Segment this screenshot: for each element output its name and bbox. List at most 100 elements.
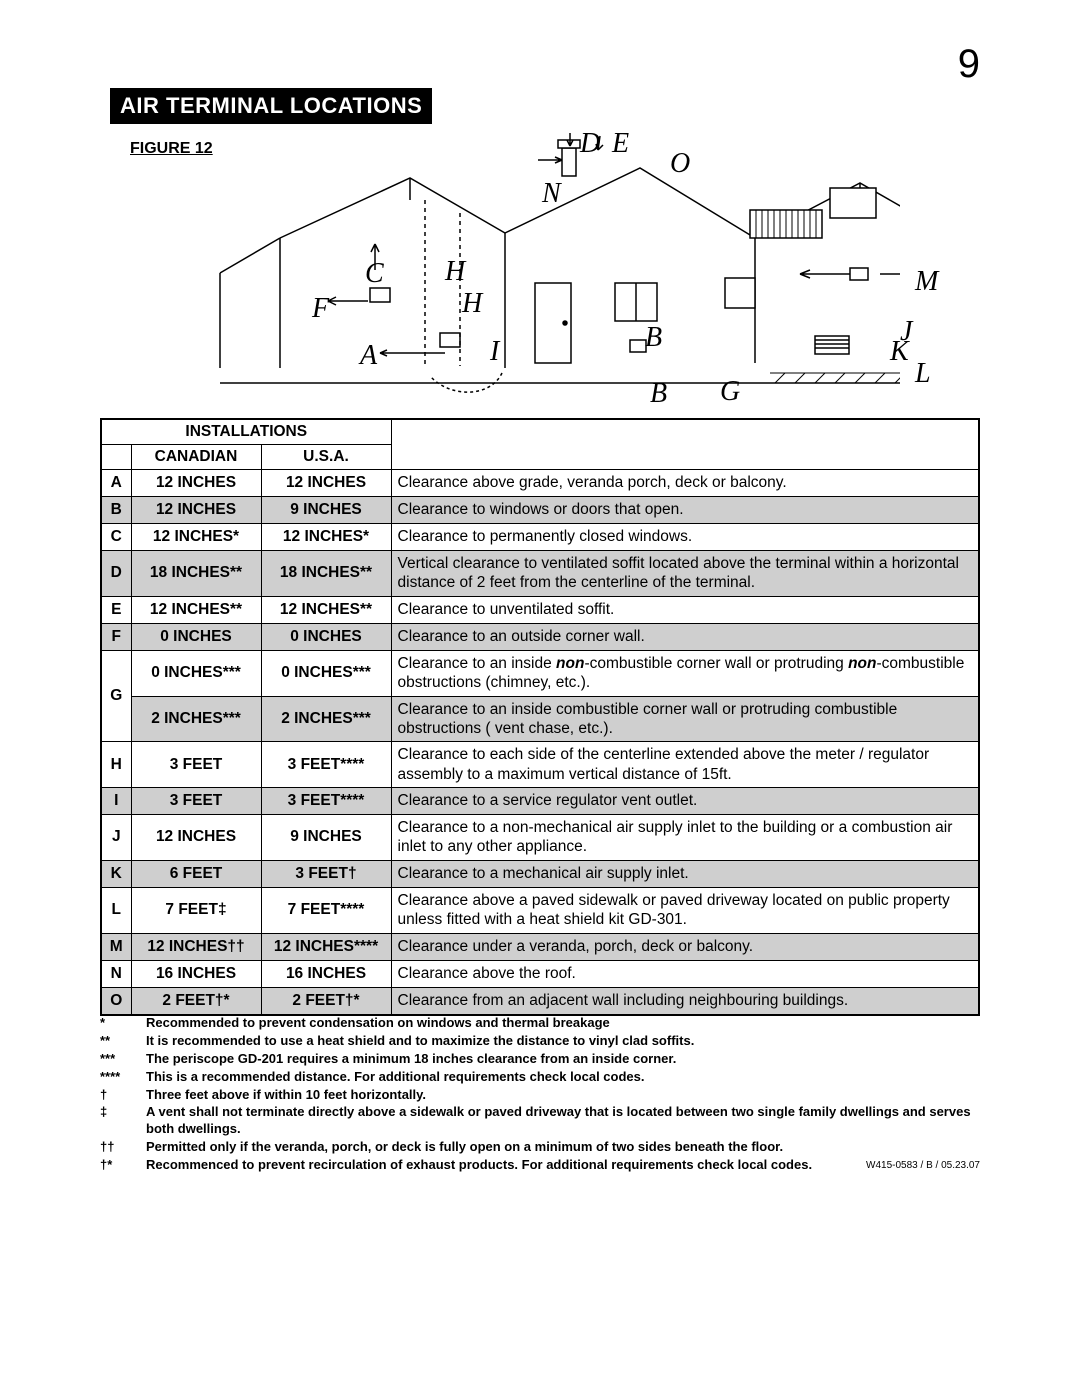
table-row: J12 INCHES9 INCHESClearance to a non-mec… — [101, 815, 979, 861]
row-letter: A — [101, 470, 131, 497]
row-usa: 12 INCHES* — [261, 524, 391, 551]
table-row: L7 FEET‡7 FEET****Clearance above a pave… — [101, 887, 979, 933]
diag-label-B: B — [645, 322, 662, 354]
row-letter: K — [101, 860, 131, 887]
table-row: D18 INCHES**18 INCHES**Vertical clearanc… — [101, 551, 979, 597]
row-description: Clearance to permanently closed windows. — [391, 524, 979, 551]
row-canadian: 18 INCHES** — [131, 551, 261, 597]
diag-label-N: N — [542, 178, 561, 210]
footnote: ***The periscope GD-201 requires a minim… — [100, 1051, 980, 1068]
doc-number: W415-0583 / B / 05.23.07 — [866, 1160, 980, 1171]
row-usa: 0 INCHES — [261, 623, 391, 650]
row-usa: 2 FEET†* — [261, 987, 391, 1015]
row-letter: G — [101, 650, 131, 742]
row-canadian: 0 INCHES — [131, 623, 261, 650]
hdr-canadian: CANADIAN — [131, 445, 261, 470]
footnote: †*Recommenced to prevent recirculation o… — [100, 1157, 980, 1174]
footnote-mark: †* — [100, 1157, 146, 1174]
hdr-usa: U.S.A. — [261, 445, 391, 470]
table-row: N16 INCHES16 INCHESClearance above the r… — [101, 960, 979, 987]
row-canadian: 7 FEET‡ — [131, 887, 261, 933]
row-canadian: 12 INCHES** — [131, 596, 261, 623]
row-description: Clearance above the roof. — [391, 960, 979, 987]
footnote: ‡A vent shall not terminate directly abo… — [100, 1104, 980, 1138]
footnote: ††Permitted only if the veranda, porch, … — [100, 1139, 980, 1156]
footnote: †Three feet above if within 10 feet hori… — [100, 1087, 980, 1104]
house-diagram: D E O N C H F H A I B B G M J K L — [160, 118, 900, 418]
table-row: K6 FEET3 FEET†Clearance to a mechanical … — [101, 860, 979, 887]
row-usa: 9 INCHES — [261, 815, 391, 861]
row-description: Clearance to a service regulator vent ou… — [391, 788, 979, 815]
table-row: G0 INCHES***0 INCHES***Clearance to an i… — [101, 650, 979, 696]
footnote-text: Recommenced to prevent recirculation of … — [146, 1157, 980, 1174]
footnotes: *Recommended to prevent condensation on … — [100, 1015, 980, 1175]
row-canadian: 16 INCHES — [131, 960, 261, 987]
diag-label-C: C — [365, 258, 384, 290]
footnote-text: A vent shall not terminate directly abov… — [146, 1104, 980, 1138]
row-usa: 3 FEET**** — [261, 742, 391, 788]
footnote-text: It is recommended to use a heat shield a… — [146, 1033, 980, 1050]
row-usa: 0 INCHES*** — [261, 650, 391, 696]
table-row: M12 INCHES††12 INCHES****Clearance under… — [101, 933, 979, 960]
footnote-mark: †† — [100, 1139, 146, 1156]
diag-label-D: D — [580, 128, 600, 160]
row-description: Clearance above grade, veranda porch, de… — [391, 470, 979, 497]
footnote-text: Permitted only if the veranda, porch, or… — [146, 1139, 980, 1156]
row-usa: 3 FEET**** — [261, 788, 391, 815]
footnote-text: Recommended to prevent condensation on w… — [146, 1015, 980, 1032]
footnote-text: The periscope GD-201 requires a minimum … — [146, 1051, 980, 1068]
diag-label-F: F — [312, 293, 329, 325]
row-canadian: 12 INCHES — [131, 815, 261, 861]
row-letter: J — [101, 815, 131, 861]
footnote-text: Three feet above if within 10 feet horiz… — [146, 1087, 980, 1104]
diag-label-A: A — [360, 340, 377, 372]
table-row: E12 INCHES**12 INCHES**Clearance to unve… — [101, 596, 979, 623]
row-description: Clearance to a non-mechanical air supply… — [391, 815, 979, 861]
row-letter: H — [101, 742, 131, 788]
footnote: **It is recommended to use a heat shield… — [100, 1033, 980, 1050]
row-description: Clearance to a mechanical air supply inl… — [391, 860, 979, 887]
row-canadian: 3 FEET — [131, 788, 261, 815]
row-canadian: 12 INCHES — [131, 497, 261, 524]
row-usa: 7 FEET**** — [261, 887, 391, 933]
row-canadian: 2 FEET†* — [131, 987, 261, 1015]
footnote-mark: * — [100, 1015, 146, 1032]
table-row: 2 INCHES***2 INCHES***Clearance to an in… — [101, 696, 979, 742]
footnote-text: This is a recommended distance. For addi… — [146, 1069, 980, 1086]
row-letter: B — [101, 497, 131, 524]
diag-label-H: H — [445, 256, 465, 288]
diag-label-B2: B — [650, 378, 667, 410]
row-description: Vertical clearance to ventilated soffit … — [391, 551, 979, 597]
diag-label-M: M — [915, 266, 938, 298]
row-letter: C — [101, 524, 131, 551]
row-letter: E — [101, 596, 131, 623]
diag-label-E: E — [612, 128, 629, 160]
row-canadian: 6 FEET — [131, 860, 261, 887]
row-description: Clearance to an inside non-combustible c… — [391, 650, 979, 696]
row-letter: I — [101, 788, 131, 815]
row-description: Clearance from an adjacent wall includin… — [391, 987, 979, 1015]
row-letter: D — [101, 551, 131, 597]
row-letter: N — [101, 960, 131, 987]
row-canadian: 0 INCHES*** — [131, 650, 261, 696]
row-canadian: 3 FEET — [131, 742, 261, 788]
footnote-mark: *** — [100, 1051, 146, 1068]
row-description: Clearance under a veranda, porch, deck o… — [391, 933, 979, 960]
footnote-mark: ** — [100, 1033, 146, 1050]
house-svg — [160, 118, 900, 418]
row-canadian: 2 INCHES*** — [131, 696, 261, 742]
row-canadian: 12 INCHES* — [131, 524, 261, 551]
table-row: F0 INCHES0 INCHESClearance to an outside… — [101, 623, 979, 650]
hdr-installations: INSTALLATIONS — [101, 419, 391, 445]
diag-label-K: K — [890, 336, 909, 368]
row-letter: M — [101, 933, 131, 960]
row-canadian: 12 INCHES†† — [131, 933, 261, 960]
footnote: *Recommended to prevent condensation on … — [100, 1015, 980, 1032]
diag-label-I: I — [490, 336, 499, 368]
table-row: H3 FEET3 FEET****Clearance to each side … — [101, 742, 979, 788]
row-canadian: 12 INCHES — [131, 470, 261, 497]
row-usa: 12 INCHES** — [261, 596, 391, 623]
diag-label-O: O — [670, 148, 690, 180]
clearance-table: INSTALLATIONS CANADIAN U.S.A. A12 INCHES… — [100, 418, 980, 1016]
page-number: 9 — [958, 42, 980, 87]
